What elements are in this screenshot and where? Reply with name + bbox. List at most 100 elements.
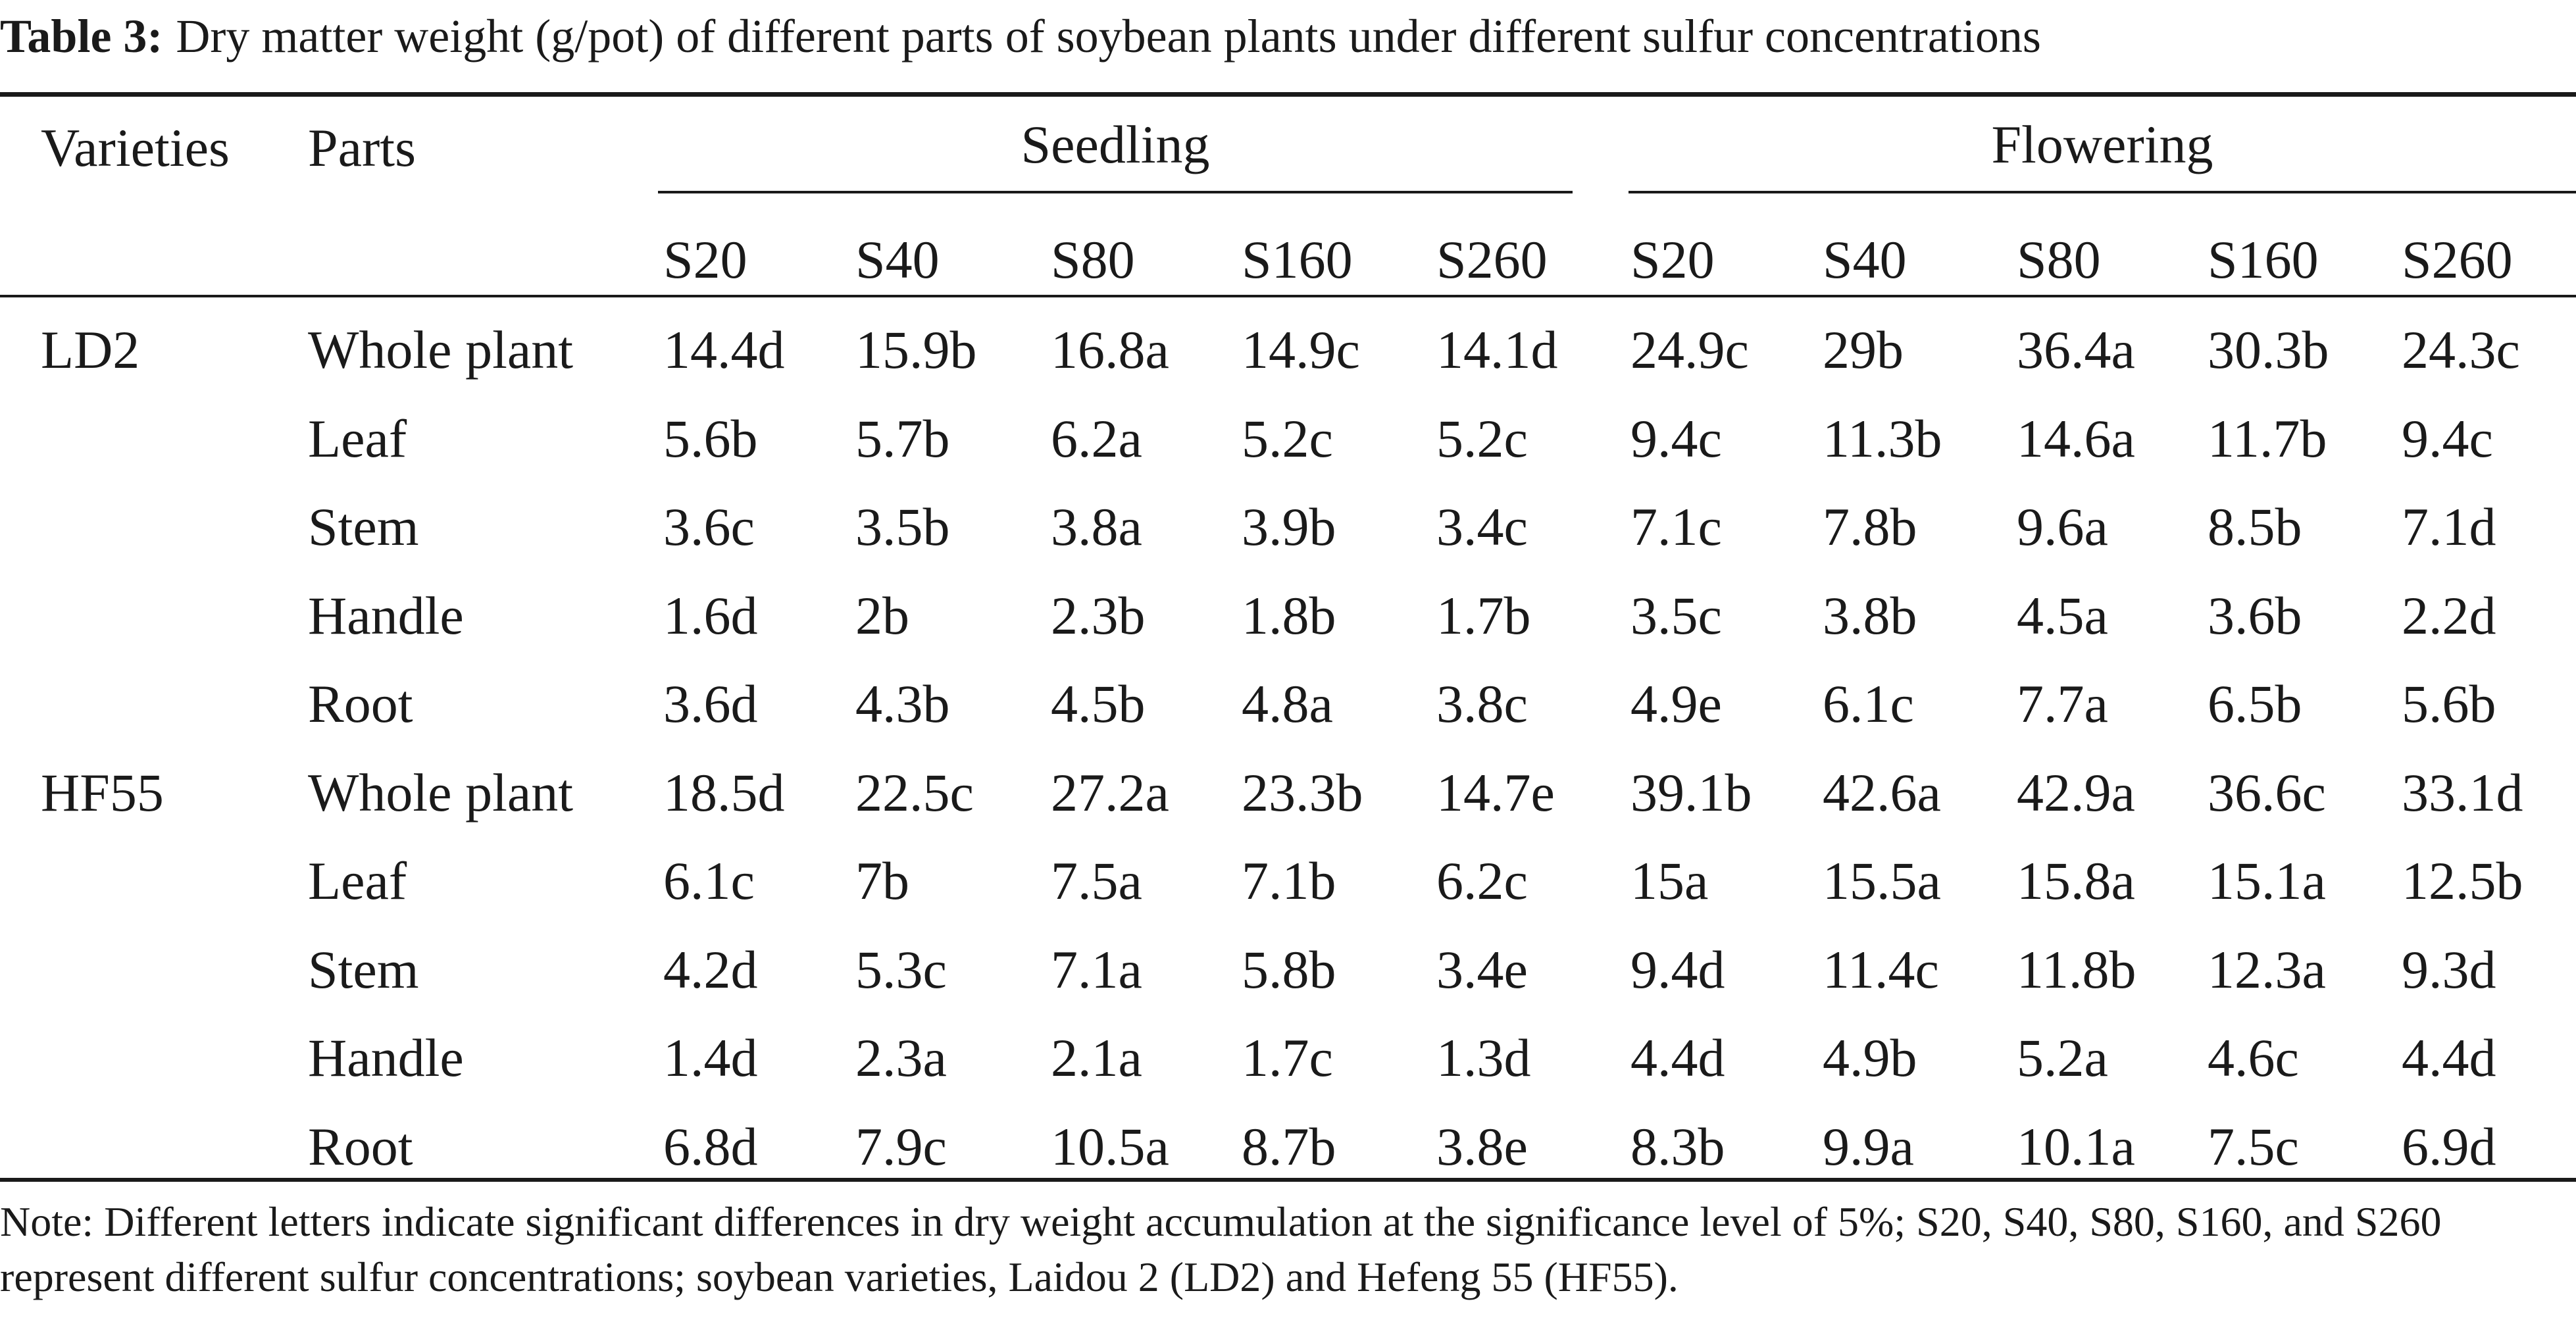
table-cell: 9.3d	[2402, 939, 2496, 1000]
table-cell: 7.9c	[855, 1116, 947, 1177]
header-concentration: S260	[1436, 230, 1548, 290]
bottom-rule	[0, 1178, 2576, 1182]
table-cell: 7.1b	[1242, 851, 1336, 911]
header-parts: Parts	[308, 118, 416, 178]
table-cell: 39.1b	[1630, 762, 1752, 823]
table-cell: 1.6d	[663, 585, 758, 646]
table-cell: 7.5a	[1051, 851, 1142, 911]
table-cell: 14.6a	[2017, 408, 2135, 469]
table-cell: 1.7b	[1436, 585, 1531, 646]
table-cell: 11.4c	[1823, 939, 1939, 1000]
table-cell: 33.1d	[2402, 762, 2523, 823]
table-cell: 4.5b	[1051, 674, 1146, 734]
table-cell: 5.2c	[1242, 408, 1333, 469]
table-cell: 11.3b	[1823, 408, 1942, 469]
top-rule	[0, 92, 2576, 97]
table-cell: 8.3b	[1630, 1116, 1725, 1177]
group-seedling: Seedling	[1021, 114, 1210, 174]
header-concentration: S160	[1242, 230, 1353, 290]
table-cell: 2b	[855, 585, 909, 646]
header-rule	[0, 295, 2576, 297]
table-cell: 24.9c	[1630, 320, 1749, 380]
table-note: Note: Different letters indicate signifi…	[0, 1198, 2442, 1300]
table-cell: 9.6a	[2017, 497, 2108, 557]
part-label: Root	[308, 674, 413, 734]
table-cell: 14.1d	[1436, 320, 1558, 380]
table-cell: 12.5b	[2402, 851, 2523, 911]
table-cell: 42.6a	[1823, 762, 1941, 823]
table-cell: 4.3b	[855, 674, 950, 734]
table-cell: 11.7b	[2208, 408, 2327, 469]
table-cell: 3.9b	[1242, 497, 1336, 557]
table-cell: 36.6c	[2208, 762, 2326, 823]
table-cell: 4.9e	[1630, 674, 1722, 734]
table-cell: 4.4d	[2402, 1028, 2496, 1088]
flowering-group-rule	[1629, 191, 2576, 193]
table-cell: 5.8b	[1242, 939, 1336, 1000]
table-cell: 3.8e	[1436, 1116, 1528, 1177]
table-cell: 2.3a	[855, 1028, 947, 1088]
table-cell: 3.8a	[1051, 497, 1142, 557]
table-cell: 1.7c	[1242, 1028, 1333, 1088]
table-cell: 3.5c	[1630, 585, 1722, 646]
table-cell: 3.5b	[855, 497, 950, 557]
table-cell: 4.5a	[2017, 585, 2108, 646]
header-concentration: S80	[1051, 230, 1135, 290]
table-cell: 3.4c	[1436, 497, 1528, 557]
table-cell: 2.3b	[1051, 585, 1146, 646]
part-label: Handle	[308, 1028, 464, 1088]
header-concentration: S40	[855, 230, 940, 290]
table-cell: 4.9b	[1823, 1028, 1917, 1088]
table-cell: 9.4c	[1630, 408, 1722, 469]
header-varieties: Varieties	[41, 118, 230, 178]
variety-label: LD2	[41, 320, 140, 380]
table-cell: 15.1a	[2208, 851, 2326, 911]
table-cell: 5.3c	[855, 939, 947, 1000]
table-cell: 7.8b	[1823, 497, 1917, 557]
table-caption: Table 3: Dry matter weight (g/pot) of dif…	[0, 0, 2041, 89]
table-cell: 18.5d	[663, 762, 785, 823]
part-label: Whole plant	[308, 762, 574, 823]
table-cell: 15a	[1630, 851, 1709, 911]
table-cell: 6.2c	[1436, 851, 1528, 911]
table-cell: 11.8b	[2017, 939, 2136, 1000]
table-cell: 10.5a	[1051, 1116, 1169, 1177]
table-label: Table 3:	[0, 10, 163, 63]
part-label: Handle	[308, 585, 464, 646]
table-cell: 7b	[855, 851, 909, 911]
table-cell: 36.4a	[2017, 320, 2135, 380]
part-label: Leaf	[308, 408, 407, 469]
table-cell: 9.4c	[2402, 408, 2493, 469]
table-cell: 7.1a	[1051, 939, 1142, 1000]
table-cell: 6.8d	[663, 1116, 758, 1177]
table-cell: 3.4e	[1436, 939, 1528, 1000]
header-concentration: S20	[663, 230, 747, 290]
table-cell: 15.8a	[2017, 851, 2135, 911]
table-cell: 4.6c	[2208, 1028, 2299, 1088]
table-cell: 9.4d	[1630, 939, 1725, 1000]
header-concentration: S160	[2208, 230, 2319, 290]
table-cell: 1.3d	[1436, 1028, 1531, 1088]
table-cell: 5.2a	[2017, 1028, 2108, 1088]
header-concentration: S40	[1823, 230, 1907, 290]
variety-label: HF55	[41, 762, 164, 823]
table-cell: 8.5b	[2208, 497, 2302, 557]
header-concentration: S260	[2402, 230, 2513, 290]
table-cell: 14.9c	[1242, 320, 1360, 380]
table-cell: 6.9d	[2402, 1116, 2496, 1177]
part-label: Root	[308, 1116, 413, 1177]
table-cell: 5.2c	[1436, 408, 1528, 469]
table-cell: 6.2a	[1051, 408, 1142, 469]
table-cell: 1.4d	[663, 1028, 758, 1088]
part-label: Stem	[308, 497, 419, 557]
table-cell: 6.5b	[2208, 674, 2302, 734]
table-cell: 1.8b	[1242, 585, 1336, 646]
table-cell: 2.2d	[2402, 585, 2496, 646]
table-cell: 15.5a	[1823, 851, 1941, 911]
header-concentration: S20	[1630, 230, 1715, 290]
table-cell: 6.1c	[663, 851, 755, 911]
group-flowering: Flowering	[1991, 114, 2213, 174]
table-cell: 16.8a	[1051, 320, 1169, 380]
table-cell: 8.7b	[1242, 1116, 1336, 1177]
table-cell: 7.1c	[1630, 497, 1722, 557]
